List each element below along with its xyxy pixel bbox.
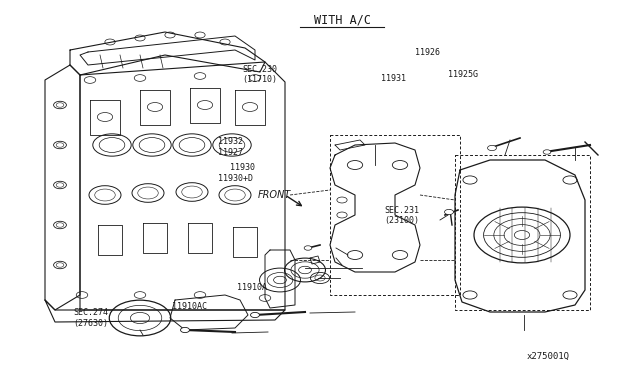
Text: FRONT: FRONT [258,190,291,200]
Text: 11932: 11932 [218,137,243,146]
Text: 11910AC: 11910AC [172,302,207,311]
Circle shape [543,150,551,154]
Text: 11930+D: 11930+D [218,174,253,183]
Text: 11930: 11930 [230,163,255,172]
Text: SEC.231
(23100): SEC.231 (23100) [384,206,419,225]
Circle shape [488,145,497,151]
Text: 11931: 11931 [381,74,406,83]
Circle shape [445,209,454,215]
Text: 11925G: 11925G [448,70,478,79]
Text: SEC.230
(11710): SEC.230 (11710) [242,65,277,84]
Circle shape [180,327,189,333]
Text: WITH A/C: WITH A/C [314,14,371,27]
Text: x275001Q: x275001Q [527,352,570,361]
Text: 11927: 11927 [218,148,243,157]
Text: SEC.274
(27630): SEC.274 (27630) [74,308,109,328]
Text: 11926: 11926 [415,48,440,57]
Text: 11910A: 11910A [237,283,267,292]
Circle shape [304,246,312,250]
Circle shape [250,312,259,318]
